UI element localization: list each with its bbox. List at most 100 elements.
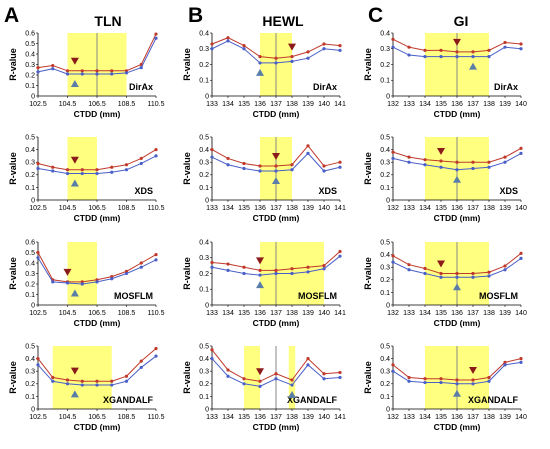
y-tick-label: 0 bbox=[386, 93, 390, 100]
data-point bbox=[51, 63, 55, 68]
panel-letter-c: C bbox=[368, 4, 383, 27]
down-arrow-marker bbox=[256, 257, 264, 265]
data-point bbox=[242, 44, 246, 48]
data-point bbox=[455, 50, 459, 54]
y-tick-label: 0.5 bbox=[380, 134, 390, 141]
data-point bbox=[487, 165, 491, 169]
x-tick-label: 106.5 bbox=[88, 414, 106, 421]
x-axis-label: CTDD (mm) bbox=[74, 422, 121, 432]
x-tick-label: 106.5 bbox=[88, 205, 106, 212]
data-point bbox=[210, 260, 214, 265]
data-point bbox=[258, 55, 262, 59]
x-tick-label: 137 bbox=[467, 310, 479, 317]
chart-panel-gi-dirax: 0 0.1 0.2 0.3 0.4 132 133 134 135 136 137 138 139 140… bbox=[363, 30, 527, 119]
x-tick-label: 133 bbox=[206, 310, 218, 317]
data-point bbox=[51, 165, 55, 169]
data-point bbox=[36, 363, 40, 367]
chart-panels: 0 0.1 0.2 0.3 0.4 0.5 0.6 102.5 104.5 106.5 108.5 1… bbox=[8, 30, 527, 432]
y-tick-label: 0.6 bbox=[25, 30, 35, 37]
data-point bbox=[338, 375, 342, 380]
x-tick-label: 134 bbox=[222, 101, 234, 108]
data-point bbox=[391, 45, 395, 49]
data-point bbox=[503, 155, 507, 159]
data-point bbox=[274, 169, 278, 173]
x-tick-label: 134 bbox=[222, 205, 234, 212]
data-point bbox=[471, 160, 475, 164]
data-point bbox=[391, 363, 395, 367]
data-point bbox=[322, 267, 326, 271]
y-tick-label: 0.3 bbox=[199, 46, 209, 53]
y-tick-label: 0.2 bbox=[380, 62, 390, 69]
y-tick-label: 0.2 bbox=[25, 172, 35, 179]
x-tick-label: 132 bbox=[387, 414, 399, 421]
y-tick-label: 0.1 bbox=[380, 394, 390, 401]
x-tick-label: 104.5 bbox=[59, 205, 77, 212]
y-axis-label: R-value bbox=[8, 257, 18, 290]
x-tick-label: 133 bbox=[206, 101, 218, 108]
down-arrow-marker bbox=[70, 57, 79, 65]
data-point bbox=[407, 268, 411, 272]
data-point bbox=[210, 148, 214, 152]
x-axis-label: CTDD (mm) bbox=[434, 422, 481, 432]
x-tick-label: 132 bbox=[387, 310, 399, 317]
data-point bbox=[519, 146, 523, 150]
data-point bbox=[407, 375, 411, 380]
data-point bbox=[455, 382, 459, 386]
y-tick-label: 0.5 bbox=[199, 343, 209, 350]
y-axis-label: R-value bbox=[182, 152, 192, 185]
x-tick-label: 134 bbox=[419, 101, 431, 108]
data-point bbox=[487, 379, 491, 383]
data-point bbox=[210, 357, 214, 361]
data-point bbox=[519, 251, 523, 255]
x-tick-label: 106.5 bbox=[88, 310, 106, 317]
down-arrow-marker bbox=[453, 38, 461, 46]
chart-panel-tln-dirax: 0 0.1 0.2 0.3 0.4 0.5 0.6 102.5 104.5 106.5 108.5 1… bbox=[8, 30, 165, 119]
data-point bbox=[503, 45, 507, 49]
data-point bbox=[51, 169, 55, 173]
chart-panel-gi-xgandalf: 0 0.1 0.2 0.3 0.4 0.5 132 133 134 135 136 137 138 139… bbox=[363, 343, 527, 432]
y-axis-label: R-value bbox=[363, 48, 373, 81]
data-point bbox=[95, 171, 99, 176]
y-tick-label: 0 bbox=[31, 93, 35, 100]
y-tick-label: 0.3 bbox=[199, 369, 209, 376]
data-point bbox=[306, 270, 310, 274]
y-tick-label: 0.2 bbox=[199, 271, 209, 278]
x-tick-label: 108.5 bbox=[118, 414, 136, 421]
data-point bbox=[487, 160, 491, 164]
chart-panel-tln-xds: 0 0.1 0.2 0.3 0.4 0.5 102.5 104.5 106.5 108.5 110.… bbox=[8, 134, 165, 223]
x-tick-label: 135 bbox=[435, 205, 447, 212]
data-point bbox=[455, 168, 459, 172]
y-tick-label: 0.2 bbox=[25, 72, 35, 79]
data-point bbox=[274, 164, 278, 168]
x-tick-label: 138 bbox=[286, 414, 298, 421]
y-axis-label: R-value bbox=[8, 152, 18, 185]
y-tick-label: 0.4 bbox=[25, 260, 35, 267]
down-arrow-marker bbox=[437, 147, 445, 155]
data-point bbox=[503, 264, 507, 268]
data-point bbox=[274, 56, 278, 60]
data-point bbox=[154, 253, 158, 257]
column-title-hewl: HEWL bbox=[262, 13, 304, 29]
y-tick-label: 0.3 bbox=[25, 369, 35, 376]
program-label: DirAx bbox=[313, 82, 337, 92]
shaded-region bbox=[288, 346, 296, 409]
chart-panel-tln-xgandalf: 0 0.1 0.2 0.3 0.4 0.5 102.5 104.5 106.5 108.5 110.… bbox=[8, 343, 165, 432]
data-point bbox=[290, 55, 294, 59]
data-point bbox=[306, 265, 310, 269]
data-point bbox=[338, 44, 342, 48]
data-point bbox=[139, 359, 143, 363]
data-point bbox=[423, 163, 427, 167]
data-point bbox=[439, 55, 443, 59]
data-point bbox=[290, 383, 294, 387]
program-label: DirAx bbox=[129, 82, 153, 92]
x-tick-label: 139 bbox=[499, 414, 511, 421]
x-tick-label: 138 bbox=[286, 205, 298, 212]
x-tick-label: 139 bbox=[302, 414, 314, 421]
x-tick-label: 141 bbox=[334, 414, 346, 421]
data-point bbox=[51, 379, 55, 383]
data-point bbox=[80, 171, 84, 176]
data-point bbox=[439, 275, 443, 279]
data-point bbox=[407, 379, 411, 383]
x-tick-label: 136 bbox=[254, 310, 266, 317]
up-arrow-marker bbox=[453, 283, 461, 291]
